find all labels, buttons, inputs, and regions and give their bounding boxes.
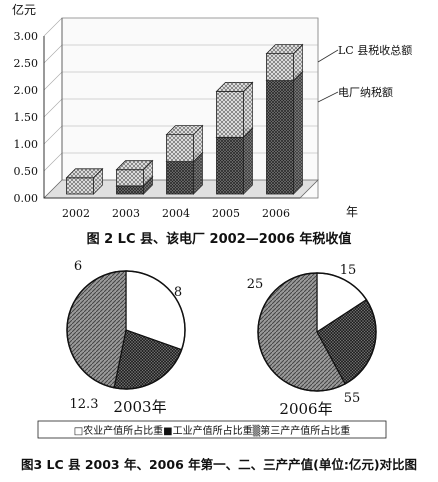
bar-plant-tax: [215, 127, 254, 195]
x-tick-label: 2002: [62, 207, 90, 220]
grid-line-side: [43, 17, 63, 37]
legend-label-total: LC 县税收总额: [338, 43, 412, 57]
pie-value-label: 25: [247, 277, 264, 292]
pie-value-label: 6: [74, 259, 82, 274]
production-pie-charts: 8 6 12.3 15 25 55 2003年 2006年 □农业产值所占比重■工业产值…: [21, 259, 417, 472]
pie-legend-box: [37, 420, 387, 439]
bar-county-tax: [265, 43, 304, 82]
tax-bar-chart: 亿元 年 3.002.502.001.501.000.500.00 2002 20…: [12, 2, 412, 247]
figure3-caption: 图3 LC 县 2003 年、2006 年第一、二、三产产值(单位:亿元)对比图: [21, 457, 417, 472]
pie-2003-title: 2003年: [113, 398, 166, 416]
pie-2006-title: 2006年: [279, 400, 332, 418]
legend-leader-total: [317, 49, 339, 63]
pie-2006: 15 25 55: [247, 263, 377, 406]
bar-county-tax: [65, 167, 104, 195]
y-unit-label: 亿元: [12, 2, 36, 17]
pie-2003: 8 6 12.3: [66, 259, 186, 412]
pie-value-label: 55: [344, 391, 361, 406]
grid-line-side: [43, 125, 63, 145]
bar-county-tax: [165, 124, 204, 163]
grid-line-side: [43, 71, 63, 91]
bar-county-tax: [115, 159, 154, 187]
bar-county-tax: [215, 81, 254, 139]
y-tick-labels: 3.00 2.50 2.00 1.50 1.00 0.50 0.00: [14, 30, 39, 205]
grid-line-side: [43, 44, 63, 64]
pie-value-label: 12.3: [70, 397, 99, 412]
y-tick-label: 0.00: [14, 192, 39, 205]
grid-line-side: [43, 152, 63, 172]
legend-leader-plant: [317, 91, 339, 103]
bars: [65, 43, 304, 195]
grid-line-side: [43, 98, 63, 118]
x-tick-label: 2003: [112, 207, 140, 220]
y-tick-label: 3.00: [14, 30, 39, 43]
pie-value-label: 8: [174, 285, 182, 300]
x-unit-label: 年: [346, 205, 358, 219]
y-tick-label: 2.00: [14, 84, 39, 97]
bar-plant-tax: [265, 70, 304, 195]
figure2-caption: 图 2 LC 县、该电厂 2002—2006 年税收值: [87, 231, 352, 247]
pie-legend-text: □农业产值所占比重■工业产值所占比重▒第三产产值所占比重: [74, 424, 351, 437]
y-tick-label: 2.50: [14, 57, 39, 70]
x-tick-labels: 2002 2003 2004 2005 2006: [62, 207, 290, 220]
y-tick-label: 1.50: [14, 111, 39, 124]
pie-slice: [66, 270, 127, 389]
pie-value-label: 15: [340, 263, 357, 278]
legend-label-plant: 电厂纳税额: [338, 85, 393, 99]
y-tick-label: 1.00: [14, 138, 39, 151]
x-tick-label: 2005: [212, 207, 240, 220]
x-tick-label: 2006: [262, 207, 290, 220]
x-tick-label: 2004: [162, 207, 190, 220]
y-tick-label: 0.50: [14, 165, 39, 178]
